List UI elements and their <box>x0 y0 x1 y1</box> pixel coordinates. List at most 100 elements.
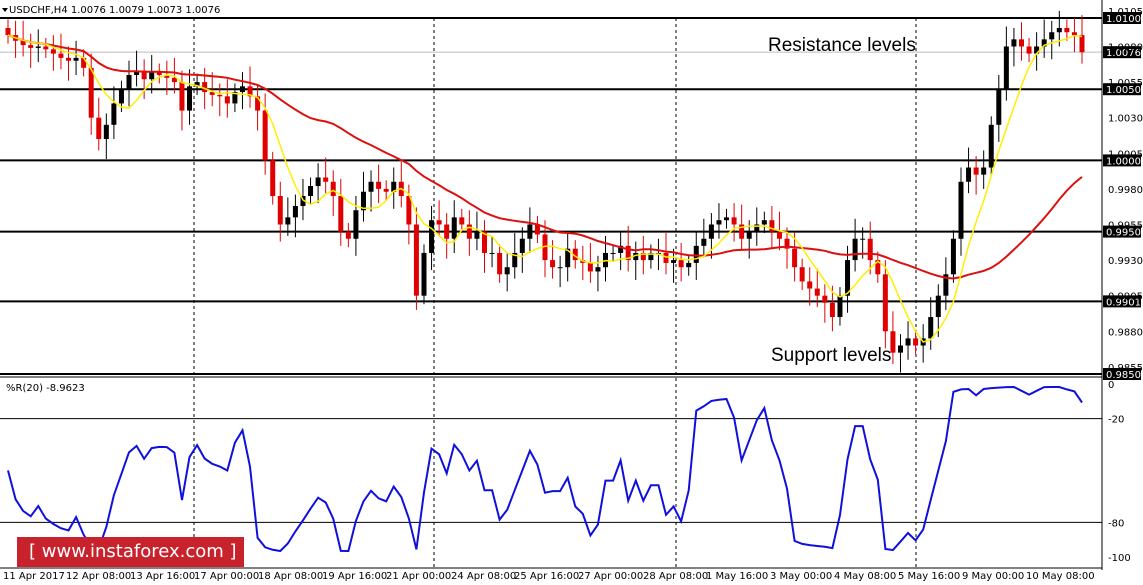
candle-body-21 <box>164 74 170 78</box>
candle-body-137 <box>1041 39 1047 47</box>
price-tick-1.0055: 1.0055 <box>1108 78 1143 89</box>
wpr-tick--20: -20 <box>1108 415 1124 426</box>
candle-body-6 <box>50 49 56 54</box>
candle-body-116 <box>882 274 888 332</box>
price-tick-1.0080: 1.0080 <box>1108 42 1143 53</box>
candle-body-53 <box>406 196 412 225</box>
candle-body-23 <box>179 82 185 111</box>
candle-body-54 <box>413 224 419 296</box>
candle-body-139 <box>1056 27 1062 33</box>
candle-body-20 <box>156 72 162 75</box>
candle-body-8 <box>66 57 72 61</box>
time-label-10: 28 Apr 08:00 <box>643 571 708 582</box>
candle-body-100 <box>761 220 767 225</box>
candle-body-33 <box>255 96 261 111</box>
candle-body-99 <box>754 224 760 232</box>
candle-body-57 <box>436 220 442 225</box>
candle-body-120 <box>913 338 919 346</box>
candle-body-72 <box>550 260 556 268</box>
candle-body-24 <box>187 86 193 111</box>
candle-body-106 <box>807 281 813 289</box>
candles <box>5 10 1085 373</box>
candle-body-74 <box>565 248 571 268</box>
candle-body-85 <box>648 252 654 261</box>
level-tag-bg-0.9950 <box>1103 225 1141 238</box>
candle-body-73 <box>557 267 563 269</box>
candle-body-92 <box>701 238 707 246</box>
vertical-grid <box>193 18 917 568</box>
collapse-triangle-icon[interactable] <box>2 8 8 12</box>
price-tick-0.9955: 0.9955 <box>1108 220 1143 231</box>
candle-body-5 <box>43 46 49 50</box>
level-tag-1.0000: 1.0000 <box>1106 156 1141 167</box>
candle-body-63 <box>481 231 487 253</box>
candle-body-69 <box>527 224 533 239</box>
candle-body-107 <box>814 288 820 296</box>
candle-body-110 <box>837 295 843 318</box>
candle-body-37 <box>285 217 291 225</box>
candle-body-55 <box>421 252 427 296</box>
candle-body-16 <box>126 74 132 90</box>
candle-body-25 <box>194 82 200 87</box>
williams-r-line <box>7 385 1083 553</box>
candle-body-39 <box>300 196 306 206</box>
candle-body-114 <box>867 238 873 261</box>
candle-body-13 <box>103 124 109 140</box>
candle-body-14 <box>111 103 117 125</box>
candle-body-64 <box>489 252 495 254</box>
level-tag-0.9901: 0.9901 <box>1106 297 1141 308</box>
candle-body-29 <box>224 96 230 104</box>
candle-body-90 <box>686 262 692 268</box>
time-label-13: 4 May 08:00 <box>834 571 896 582</box>
current-price-tag-bg <box>1103 46 1141 59</box>
candle-body-10 <box>81 57 87 68</box>
candle-body-70 <box>534 224 540 235</box>
time-label-16: 10 May 08:00 <box>1026 571 1095 582</box>
candle-body-115 <box>875 260 881 275</box>
candle-body-118 <box>897 345 903 353</box>
candle-body-98 <box>746 231 752 239</box>
candle-body-104 <box>792 248 798 268</box>
candle-body-109 <box>829 302 835 318</box>
candle-body-15 <box>118 89 124 104</box>
candle-body-61 <box>466 224 472 239</box>
candle-body-89 <box>678 260 684 268</box>
candle-body-80 <box>610 252 616 254</box>
candle-body-124 <box>943 274 949 296</box>
candle-body-140 <box>1064 27 1070 33</box>
level-tag-bg-0.9901 <box>1103 295 1141 308</box>
candle-body-27 <box>209 92 215 95</box>
candle-body-44 <box>338 196 344 232</box>
current-price-tag: 1.0076 <box>1106 48 1141 59</box>
candle-body-36 <box>277 196 283 225</box>
candle-body-49 <box>376 181 382 189</box>
level-tag-bg-1.0000 <box>1103 154 1141 167</box>
price-tick-0.9980: 0.9980 <box>1108 185 1143 196</box>
candle-body-108 <box>822 295 828 303</box>
candle-body-125 <box>950 238 956 275</box>
resistance-annotation: Resistance levels <box>768 35 916 56</box>
candle-body-135 <box>1026 46 1032 54</box>
candle-body-0 <box>5 27 11 36</box>
candle-body-56 <box>429 220 435 253</box>
candle-body-84 <box>640 252 646 261</box>
candle-body-42 <box>323 177 329 182</box>
candle-body-28 <box>217 94 223 97</box>
candle-body-111 <box>845 260 851 296</box>
time-label-4: 18 Apr 08:00 <box>258 571 323 582</box>
candle-body-19 <box>149 72 155 80</box>
candle-body-41 <box>315 177 321 187</box>
fast-moving-average <box>7 34 1083 343</box>
candle-body-75 <box>572 248 578 261</box>
candle-body-119 <box>905 338 911 346</box>
candle-body-22 <box>171 77 177 83</box>
candle-body-127 <box>966 167 972 182</box>
candle-body-2 <box>20 40 26 46</box>
candle-body-18 <box>141 70 147 80</box>
candle-body-97 <box>739 224 745 239</box>
time-label-11: 1 May 16:00 <box>706 571 768 582</box>
candle-body-67 <box>512 252 518 268</box>
candle-body-47 <box>360 191 366 211</box>
